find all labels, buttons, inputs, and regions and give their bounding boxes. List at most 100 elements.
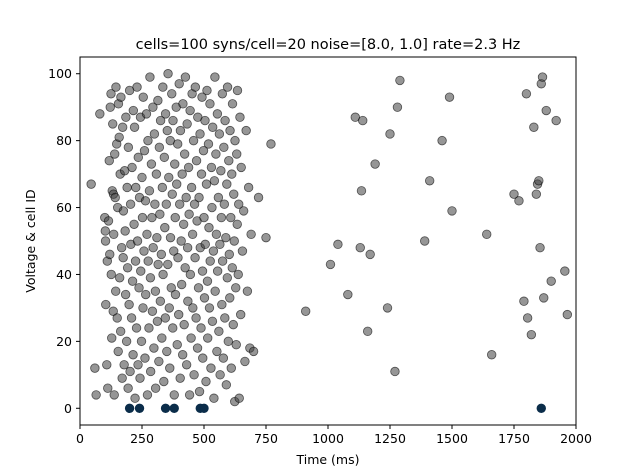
spike-point (136, 266, 146, 276)
spike-point (198, 145, 209, 156)
spike-point (172, 179, 182, 189)
spike-point (522, 313, 533, 323)
spike-point (155, 296, 166, 306)
y-tick-label: 20 (56, 334, 72, 349)
spike-point (204, 303, 215, 313)
spike-point (202, 276, 213, 286)
trace-point (169, 403, 179, 413)
spike-point (167, 189, 177, 199)
spike-point (232, 149, 242, 159)
spike-point (125, 199, 136, 209)
spike-point (162, 125, 172, 136)
spike-point (420, 236, 430, 246)
spike-point (106, 89, 116, 99)
spike-point (300, 306, 311, 316)
spike-point (130, 393, 140, 403)
y-axis-label: Voltage & cell ID (23, 189, 38, 292)
spike-point (133, 152, 143, 163)
spike-point (190, 253, 200, 263)
spike-point (197, 92, 207, 102)
spike-point (519, 296, 529, 306)
spike-point (188, 135, 199, 146)
spike-point (178, 99, 188, 109)
spike-point (140, 353, 150, 363)
spike-point (126, 313, 137, 323)
spike-point (541, 105, 551, 116)
y-tick-label: 100 (48, 66, 72, 81)
spike-point (128, 105, 139, 116)
spike-point (145, 366, 156, 377)
x-tick-label: 1750 (498, 431, 530, 446)
spike-point (225, 125, 235, 136)
spike-point (184, 390, 195, 400)
spike-point (157, 333, 167, 343)
spike-point (205, 99, 215, 109)
spike-point (230, 135, 240, 146)
spike-point (185, 269, 196, 280)
spike-point (121, 336, 132, 347)
spike-point (170, 212, 180, 223)
spike-point (201, 376, 211, 387)
x-tick-label: 1000 (312, 431, 344, 446)
spike-point (236, 309, 246, 320)
spike-point (534, 176, 544, 186)
spike-point (123, 142, 134, 153)
spike-point (158, 269, 168, 280)
spike-point (194, 386, 205, 397)
spike-point (133, 360, 143, 370)
spike-point (529, 122, 539, 132)
spike-point (217, 256, 228, 266)
spike-point (218, 353, 229, 363)
spike-point (206, 162, 217, 173)
spike-point (210, 72, 220, 82)
spike-point (168, 115, 178, 126)
spike-point (111, 286, 121, 296)
spike-point (392, 102, 403, 112)
spike-point (222, 82, 233, 92)
spike-point (119, 360, 129, 370)
spike-point (217, 89, 228, 99)
spike-point (147, 212, 157, 223)
spike-point (266, 139, 276, 149)
spike-point (248, 346, 259, 357)
spike-point (201, 179, 212, 189)
spike-point (100, 236, 111, 246)
spike-point (437, 135, 447, 146)
spike-point (183, 162, 194, 173)
spike-point (139, 145, 150, 156)
spike-point (114, 273, 125, 283)
spike-point (131, 182, 141, 193)
spike-point (333, 239, 343, 250)
spike-point (132, 236, 143, 246)
spike-point (184, 209, 194, 219)
spike-point (164, 172, 174, 183)
spike-point (225, 293, 235, 303)
spike-point (116, 92, 126, 102)
spike-point (253, 192, 264, 203)
spike-point (237, 246, 248, 256)
spike-point (229, 236, 239, 246)
spike-point (150, 286, 161, 296)
spike-point (168, 323, 178, 333)
spike-point (140, 196, 151, 206)
spike-point (562, 309, 573, 320)
y-tick-label: 40 (56, 267, 72, 282)
spike-point (224, 156, 234, 166)
spike-point (325, 259, 336, 270)
spike-point (514, 196, 524, 206)
spike-point (169, 246, 179, 256)
spike-point (226, 212, 236, 223)
spike-point (105, 102, 115, 112)
spike-point (147, 306, 158, 316)
spike-point (86, 179, 96, 189)
spike-point (156, 249, 167, 260)
y-tick-label: 60 (56, 200, 72, 215)
spike-point (227, 169, 237, 179)
spike-point (151, 169, 162, 179)
spike-point (222, 273, 233, 283)
spike-point (537, 72, 548, 82)
y-tick-label: 80 (56, 133, 72, 148)
spike-point (173, 139, 183, 149)
spike-point (120, 289, 131, 300)
spike-point (145, 72, 155, 82)
